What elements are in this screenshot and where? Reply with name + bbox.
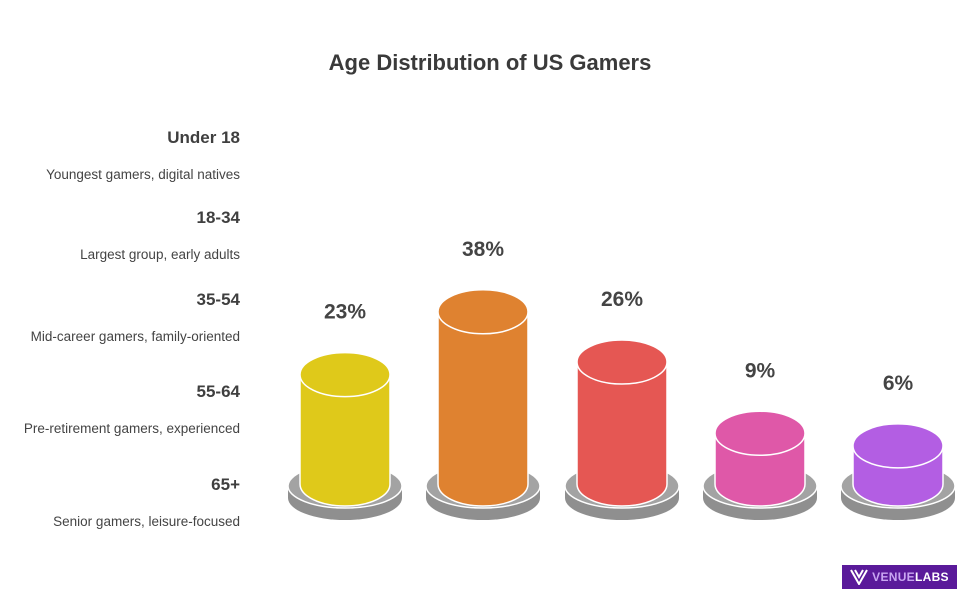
- category-name: Under 18: [167, 128, 240, 147]
- category-name: 65+: [211, 475, 240, 494]
- venuelabs-logo: VENUE LABS: [842, 565, 957, 589]
- category-1: 18-34 Largest group, early adults: [10, 208, 240, 263]
- category-4: 65+ Senior gamers, leisure-focused: [10, 475, 240, 530]
- value-label: 38%: [462, 238, 504, 261]
- category-description: Senior gamers, leisure-focused: [53, 514, 240, 529]
- cylinder-body: [299, 373, 391, 507]
- category-2: 35-54 Mid-career gamers, family-oriented: [10, 290, 240, 345]
- chart-title: Age Distribution of US Gamers: [328, 50, 652, 75]
- cylinder-body: [437, 311, 529, 507]
- value-label: 26%: [601, 288, 643, 311]
- logo-v-icon: [850, 569, 869, 585]
- value-label: 23%: [324, 301, 366, 324]
- cylinder-top: [852, 423, 944, 469]
- category-description: Youngest gamers, digital natives: [46, 167, 240, 182]
- cylinder-top: [437, 289, 529, 335]
- category-name: 35-54: [196, 290, 240, 309]
- cylinder-top: [299, 351, 391, 398]
- value-label: 9%: [745, 359, 776, 382]
- category-name: 55-64: [196, 382, 240, 401]
- category-0: Under 18 Youngest gamers, digital natives: [10, 128, 240, 183]
- category-description: Pre-retirement gamers, experienced: [23, 421, 240, 436]
- category-description: Mid-career gamers, family-oriented: [30, 329, 240, 344]
- category-description: Largest group, early adults: [80, 247, 240, 262]
- cylinder-body: [576, 361, 668, 507]
- category-name: 18-34: [196, 208, 240, 227]
- cylinder-top: [714, 410, 806, 457]
- value-label: 6%: [883, 372, 914, 395]
- category-3: 55-64 Pre-retirement gamers, experienced: [10, 382, 240, 437]
- cylinder-top: [576, 339, 668, 385]
